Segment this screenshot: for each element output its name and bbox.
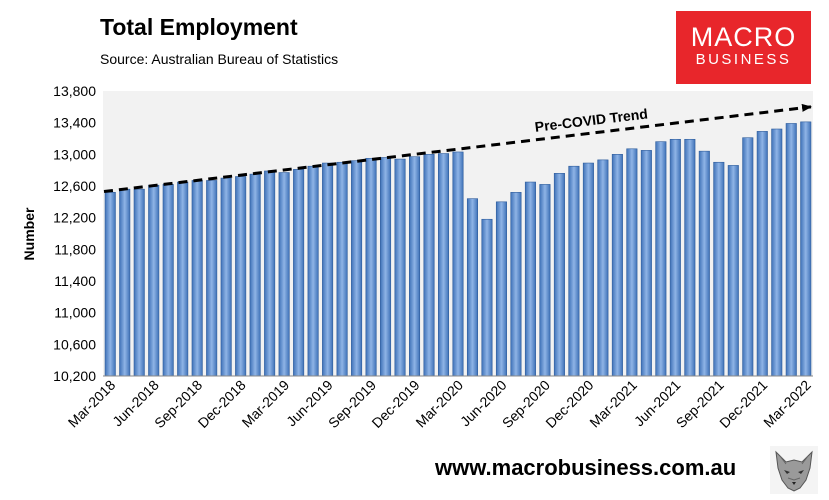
x-tick-label: Mar-2021 — [586, 377, 640, 431]
bar — [351, 160, 363, 377]
y-tick-label: 11,800 — [54, 241, 96, 257]
bar — [771, 128, 783, 377]
bar — [568, 165, 580, 377]
wolf-logo-icon — [770, 446, 818, 494]
logo-line-2: BUSINESS — [695, 51, 792, 68]
x-axis-ticks: Mar-2018Jun-2018Sep-2018Dec-2018Mar-2019… — [65, 377, 814, 431]
bar — [104, 192, 116, 377]
bar-series — [104, 121, 812, 377]
bar — [249, 173, 261, 377]
x-tick-label: Dec-2020 — [542, 377, 596, 431]
bar — [742, 137, 754, 377]
bar — [380, 157, 392, 377]
x-tick-label: Dec-2018 — [195, 377, 249, 431]
x-tick-label: Dec-2019 — [368, 377, 422, 431]
bar — [177, 181, 189, 377]
bar — [800, 121, 812, 377]
y-axis-label: Number — [21, 207, 37, 260]
bar — [640, 150, 652, 377]
y-tick-label: 12,600 — [53, 178, 96, 194]
x-tick-label: Mar-2020 — [412, 377, 466, 431]
bar — [119, 188, 131, 377]
bar — [655, 141, 667, 377]
bar — [626, 148, 638, 377]
bar — [524, 181, 536, 377]
bar — [582, 162, 594, 377]
bar — [495, 201, 507, 377]
bar — [423, 154, 435, 377]
y-tick-label: 12,200 — [53, 210, 96, 226]
bar — [133, 188, 145, 377]
chart-title: Total Employment — [100, 14, 298, 40]
bar — [698, 150, 710, 377]
bar — [206, 180, 218, 377]
bar — [669, 138, 681, 377]
bar — [162, 184, 174, 377]
bar — [336, 161, 348, 377]
bar — [553, 173, 565, 377]
y-tick-label: 10,200 — [53, 368, 96, 384]
chart-source: Source: Australian Bureau of Statistics — [100, 51, 339, 67]
bar — [293, 169, 305, 377]
bar — [148, 184, 160, 377]
y-tick-label: 13,800 — [53, 83, 96, 99]
bar — [437, 153, 450, 377]
y-tick-label: 11,000 — [54, 305, 96, 321]
logo-line-1: MACRO — [690, 22, 797, 52]
bar — [713, 161, 725, 377]
y-tick-label: 13,000 — [53, 146, 96, 162]
bar — [191, 180, 203, 377]
bar — [394, 158, 406, 377]
pre-covid-trend-arrow — [103, 103, 812, 194]
bar — [785, 123, 797, 377]
x-tick-label: Mar-2022 — [760, 377, 814, 431]
bar — [235, 176, 247, 377]
bar — [611, 154, 623, 377]
bar — [365, 157, 377, 377]
y-tick-label: 13,400 — [53, 115, 96, 131]
y-tick-label: 10,600 — [53, 336, 96, 352]
bar — [278, 172, 290, 377]
bar — [409, 156, 421, 377]
bar — [481, 218, 493, 377]
bar — [220, 177, 232, 377]
bar — [539, 184, 551, 377]
bar — [510, 192, 522, 377]
bar — [466, 198, 478, 377]
bar — [727, 165, 739, 377]
macrobusiness-logo: MACRO BUSINESS — [676, 11, 811, 84]
bar — [264, 170, 276, 377]
bar — [597, 159, 609, 377]
bar — [684, 138, 696, 377]
x-tick-label: Mar-2019 — [239, 377, 293, 431]
x-tick-label: Dec-2021 — [716, 377, 770, 431]
y-tick-label: 11,400 — [54, 273, 96, 289]
website-url: www.macrobusiness.com.au — [435, 455, 737, 480]
y-axis-ticks: 10,200 10,600 11,000 11,400 11,800 12,200 12,6… — [53, 83, 96, 384]
bar — [756, 131, 768, 377]
bar — [322, 162, 334, 377]
x-tick-label: Mar-2018 — [65, 377, 119, 431]
bar — [307, 165, 319, 377]
bar — [452, 151, 464, 377]
